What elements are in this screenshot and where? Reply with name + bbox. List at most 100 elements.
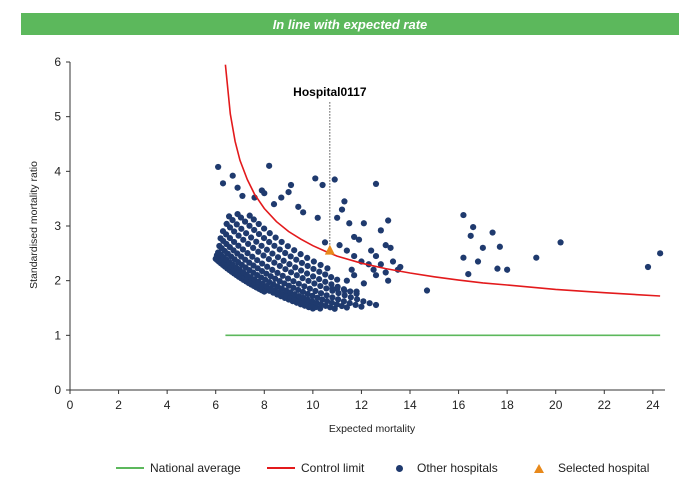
other-hospital-point (251, 226, 258, 234)
other-hospital-point (304, 290, 311, 298)
banner-title: In line with expected rate (272, 16, 428, 32)
other-hospital-point (223, 231, 230, 238)
other-hospital-point (338, 302, 345, 310)
other-hospital-point (263, 246, 271, 253)
other-hospital-point (245, 240, 252, 248)
other-hospital-point (299, 275, 306, 282)
legend-control-limit: Control limit (267, 456, 364, 480)
x-tick-label: 0 (67, 398, 74, 412)
other-hospital-point (496, 243, 503, 250)
other-hospital-point (319, 296, 326, 303)
other-hospital-point (387, 244, 394, 251)
other-hospital-point (331, 176, 338, 183)
other-hospital-point (274, 254, 282, 261)
other-hospital-point (292, 264, 299, 271)
y-tick-label: 0 (54, 383, 61, 397)
other-hospital-point (284, 243, 291, 250)
other-hospital-point (489, 229, 496, 236)
y-tick-label: 6 (54, 55, 61, 69)
other-hospital-point (351, 233, 358, 241)
legend-selected-label: Selected hospital (558, 461, 650, 475)
other-hospital-point (360, 298, 367, 305)
other-hospital-point (343, 247, 350, 254)
other-hospital-point (460, 254, 467, 261)
other-hospital-point (322, 278, 329, 285)
other-hospital-point (382, 269, 389, 276)
legend-national-average: National average (116, 456, 241, 480)
other-hospital-point (397, 263, 404, 271)
x-tick-label: 18 (500, 398, 514, 412)
other-hospital-point (261, 190, 268, 197)
other-hospital-point (533, 254, 540, 261)
other-hospital-point (382, 242, 389, 249)
other-hospital-point (474, 258, 482, 265)
other-hospital-point (372, 252, 380, 260)
other-hospital-point (299, 288, 307, 296)
x-axis-label: Expected mortality (329, 423, 416, 435)
legend-control-line (267, 467, 295, 469)
other-hospital-point (352, 301, 359, 309)
other-hospital-point (269, 250, 276, 257)
other-hospital-point (215, 163, 222, 171)
other-hospital-point (282, 249, 289, 257)
other-hospital-point (295, 286, 302, 294)
legend-other-label: Other hospitals (417, 461, 498, 475)
other-hospital-point (310, 258, 317, 265)
y-tick-label: 2 (54, 274, 61, 288)
other-hospital-point (479, 244, 486, 251)
other-hospital-point (266, 230, 273, 237)
other-hospital-point (316, 268, 323, 275)
other-hospital-point (311, 280, 318, 287)
other-hospital-point (265, 256, 272, 263)
other-hospital-point (334, 285, 341, 292)
other-hospital-point (297, 251, 304, 258)
x-tick-label: 16 (452, 398, 466, 412)
other-hospital-point (303, 270, 311, 277)
other-hospital-point (470, 223, 477, 231)
other-hospital-point (259, 260, 266, 267)
status-banner: In line with expected rate (21, 13, 679, 35)
legend-national-label: National average (150, 461, 241, 475)
other-hospital-point (338, 206, 346, 213)
other-hospital-point (285, 189, 292, 196)
other-hospital-point (334, 276, 341, 283)
other-hospital-point (304, 254, 311, 262)
chart-marks: Hospital0117 (212, 64, 664, 337)
other-hospital-point (370, 266, 377, 273)
other-hospital-point (360, 220, 367, 227)
other-hospital-point (304, 262, 311, 270)
other-hospital-point (271, 259, 278, 266)
other-hospital-point (351, 252, 358, 260)
legend-selected-hospital: Selected hospital (534, 456, 649, 480)
other-hospital-point (295, 280, 302, 287)
other-hospital-point (347, 294, 354, 301)
other-hospital-point (235, 242, 242, 249)
other-hospital-point (353, 296, 361, 303)
other-hospital-point (557, 239, 564, 246)
other-hospital-point (229, 217, 236, 224)
x-tick-label: 14 (403, 398, 417, 412)
x-tick-label: 10 (306, 398, 320, 412)
other-hospital-point (341, 292, 348, 299)
other-hospital-point (467, 232, 474, 239)
other-hospital-point (285, 282, 293, 289)
y-tick-label: 1 (54, 328, 61, 342)
other-hospital-point (323, 292, 330, 299)
other-hospital-point (272, 234, 279, 241)
other-hospital-point (231, 228, 238, 235)
other-hospital-point (246, 212, 253, 219)
other-hospital-point (298, 259, 306, 267)
other-hospital-point (323, 298, 331, 305)
other-hospital-point (343, 304, 350, 311)
x-tick-label: 20 (549, 398, 563, 412)
other-hospital-point (248, 234, 255, 241)
other-hospital-point (269, 266, 276, 273)
other-hospital-point (290, 278, 297, 285)
other-hospital-point (335, 296, 342, 303)
other-hospital-point (239, 246, 247, 253)
x-tick-label: 8 (261, 398, 268, 412)
other-hospital-point (377, 227, 384, 234)
other-hospital-point (389, 258, 397, 265)
legend-selected-triangle (534, 463, 544, 473)
